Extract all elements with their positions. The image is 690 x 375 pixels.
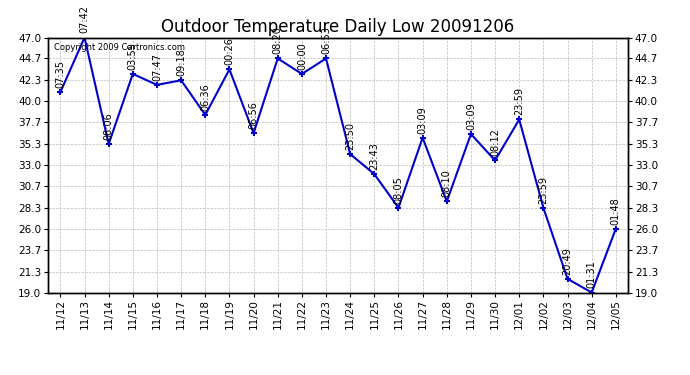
Text: 07:35: 07:35 <box>55 60 66 88</box>
Text: 08:12: 08:12 <box>490 128 500 156</box>
Text: 20:49: 20:49 <box>562 247 573 274</box>
Text: 08:10: 08:10 <box>442 170 452 197</box>
Text: 23:43: 23:43 <box>369 142 380 170</box>
Text: 23:50: 23:50 <box>345 122 355 150</box>
Text: 00:26: 00:26 <box>224 38 235 65</box>
Text: 09:18: 09:18 <box>176 48 186 76</box>
Text: 08:20: 08:20 <box>273 26 283 54</box>
Text: 06:56: 06:56 <box>248 101 259 129</box>
Title: Outdoor Temperature Daily Low 20091206: Outdoor Temperature Daily Low 20091206 <box>161 18 515 36</box>
Text: 00:00: 00:00 <box>297 42 307 70</box>
Text: 07:47: 07:47 <box>152 53 162 81</box>
Text: 08:06: 08:06 <box>104 112 114 140</box>
Text: Copyright 2009 Cartronics.com: Copyright 2009 Cartronics.com <box>54 43 185 52</box>
Text: 06:53: 06:53 <box>321 26 331 54</box>
Text: 03:59: 03:59 <box>128 42 138 70</box>
Text: 23:59: 23:59 <box>514 87 524 115</box>
Text: 01:48: 01:48 <box>611 197 621 225</box>
Text: 03:09: 03:09 <box>466 102 476 130</box>
Text: 07:42: 07:42 <box>79 5 90 33</box>
Text: 08:05: 08:05 <box>393 176 404 204</box>
Text: 01:31: 01:31 <box>586 261 597 288</box>
Text: 06:36: 06:36 <box>200 83 210 111</box>
Text: 03:09: 03:09 <box>417 106 428 134</box>
Text: 23:59: 23:59 <box>538 176 549 204</box>
